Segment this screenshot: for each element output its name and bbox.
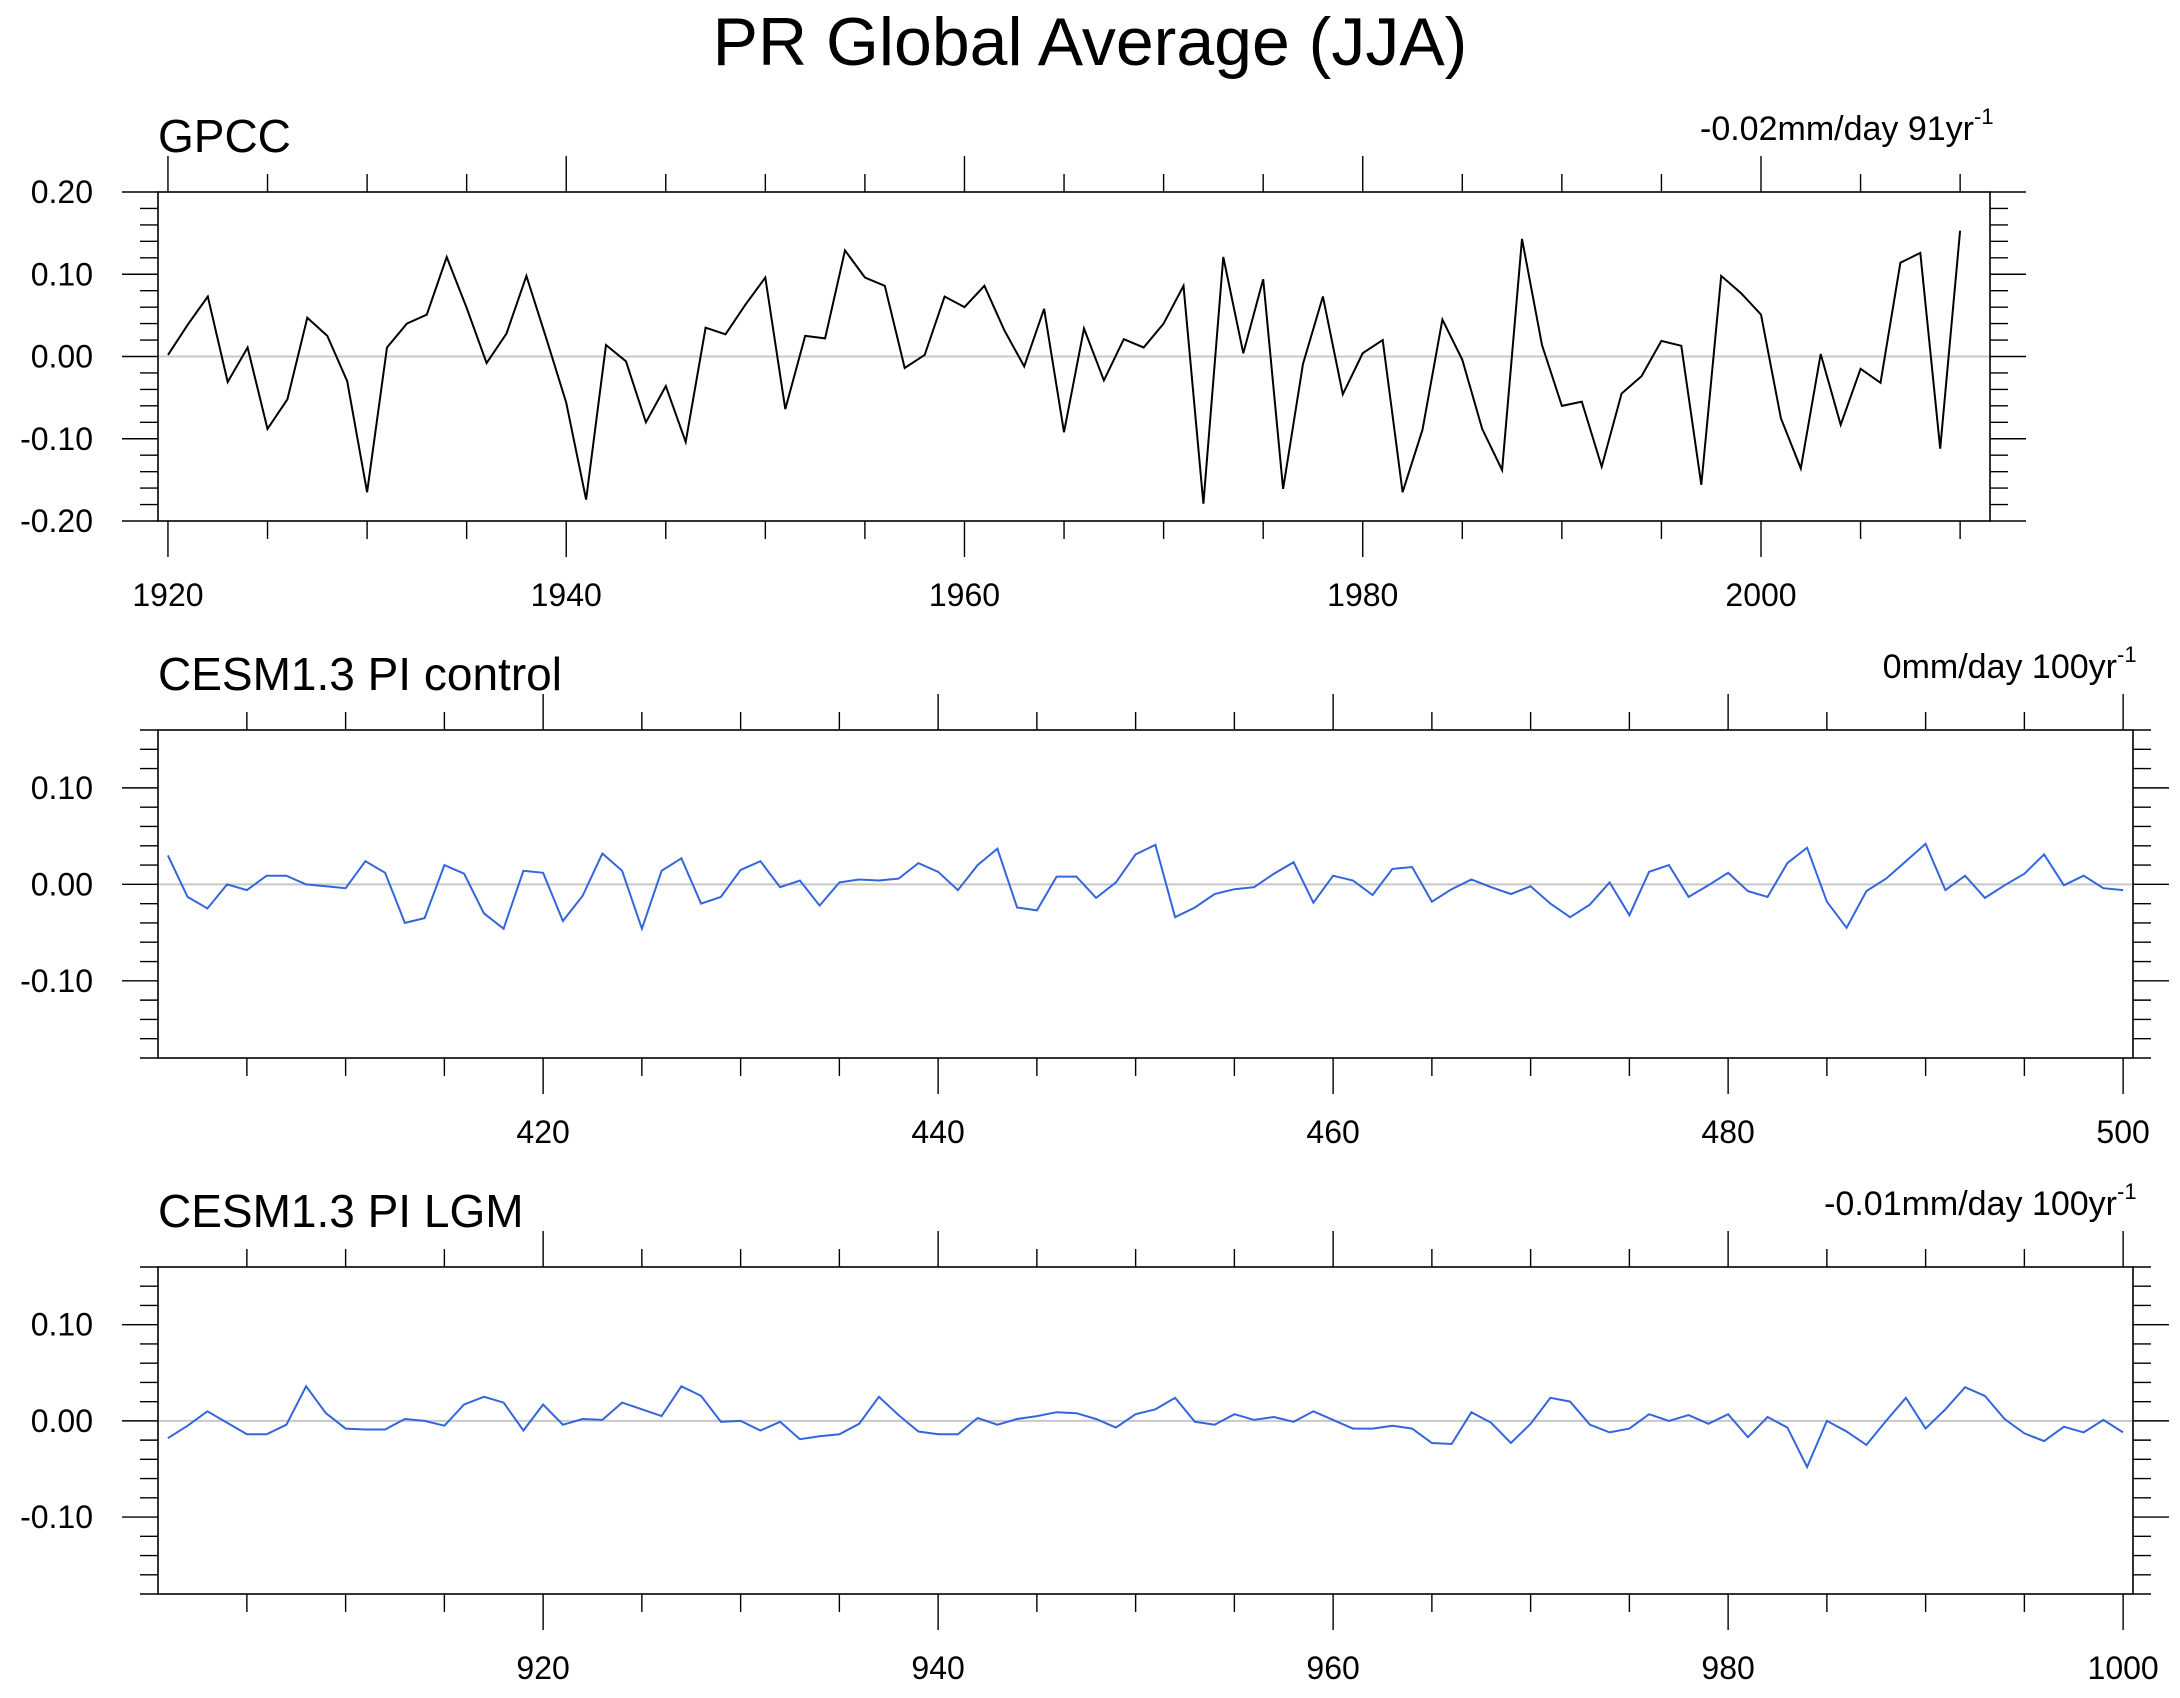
chart-panel-3: -0.10 0.00 0.10 920 940 960 980 1000 CESM1.3 PI …	[20, 1179, 2169, 1686]
panel-title: GPCC	[158, 110, 291, 162]
y-tick-label: -0.20	[20, 503, 93, 539]
series-line	[166, 842, 2124, 932]
y-tick-label: 0.10	[31, 770, 93, 806]
y-tick-label: 0.20	[31, 174, 93, 210]
panel-title: CESM1.3 PI control	[158, 648, 562, 700]
y-tick-label: -0.10	[20, 1499, 93, 1535]
trend-exponent: -1	[1974, 104, 1994, 129]
trend-annotation: 0mm/day 100yr	[1883, 648, 2117, 686]
trend-exponent: -1	[2117, 642, 2137, 667]
chart-panel-2: -0.10 0.00 0.10 420 440 460 480 500 CESM1.3 PI c…	[20, 642, 2169, 1150]
x-tick-label: 1940	[531, 577, 602, 613]
y-tick-label: -0.10	[20, 421, 93, 457]
x-tick-label: 460	[1306, 1114, 1359, 1150]
x-tick-label: 1920	[132, 577, 203, 613]
panel-title: CESM1.3 PI LGM	[158, 1185, 524, 1237]
chart-panel-1: -0.20 -0.10 0.00 0.10 0.20 1920 1940 1960 1980 20…	[20, 104, 2026, 613]
x-tick-label: 480	[1701, 1114, 1754, 1150]
y-tick-label: 0.10	[31, 256, 93, 292]
x-tick-label: 920	[516, 1650, 569, 1686]
x-tick-label: 1000	[2088, 1650, 2159, 1686]
plot-frame	[157, 729, 2134, 1059]
x-tick-label: 500	[2096, 1114, 2149, 1150]
x-tick-label: 960	[1306, 1650, 1359, 1686]
trend-annotation: -0.02mm/day 91yr	[1700, 110, 1974, 148]
y-tick-label: -0.10	[20, 963, 93, 999]
series-line	[167, 230, 1962, 504]
series-line	[167, 1384, 2124, 1470]
y-tick-label: 0.10	[31, 1307, 93, 1343]
x-tick-label: 2000	[1725, 577, 1796, 613]
y-tick-label: 0.00	[31, 866, 93, 902]
plot-frame	[157, 1266, 2134, 1595]
x-tick-label: 420	[516, 1114, 569, 1150]
trend-annotation: -0.01mm/day 100yr	[1824, 1185, 2117, 1223]
figure-title: PR Global Average (JJA)	[712, 4, 1468, 80]
x-tick-label: 940	[911, 1650, 964, 1686]
trend-exponent: -1	[2117, 1179, 2137, 1204]
y-tick-label: 0.00	[31, 339, 93, 375]
y-tick-label: 0.00	[31, 1403, 93, 1439]
x-tick-label: 440	[911, 1114, 964, 1150]
x-tick-label: 980	[1701, 1650, 1754, 1686]
x-tick-label: 1980	[1327, 577, 1398, 613]
x-tick-label: 1960	[929, 577, 1000, 613]
